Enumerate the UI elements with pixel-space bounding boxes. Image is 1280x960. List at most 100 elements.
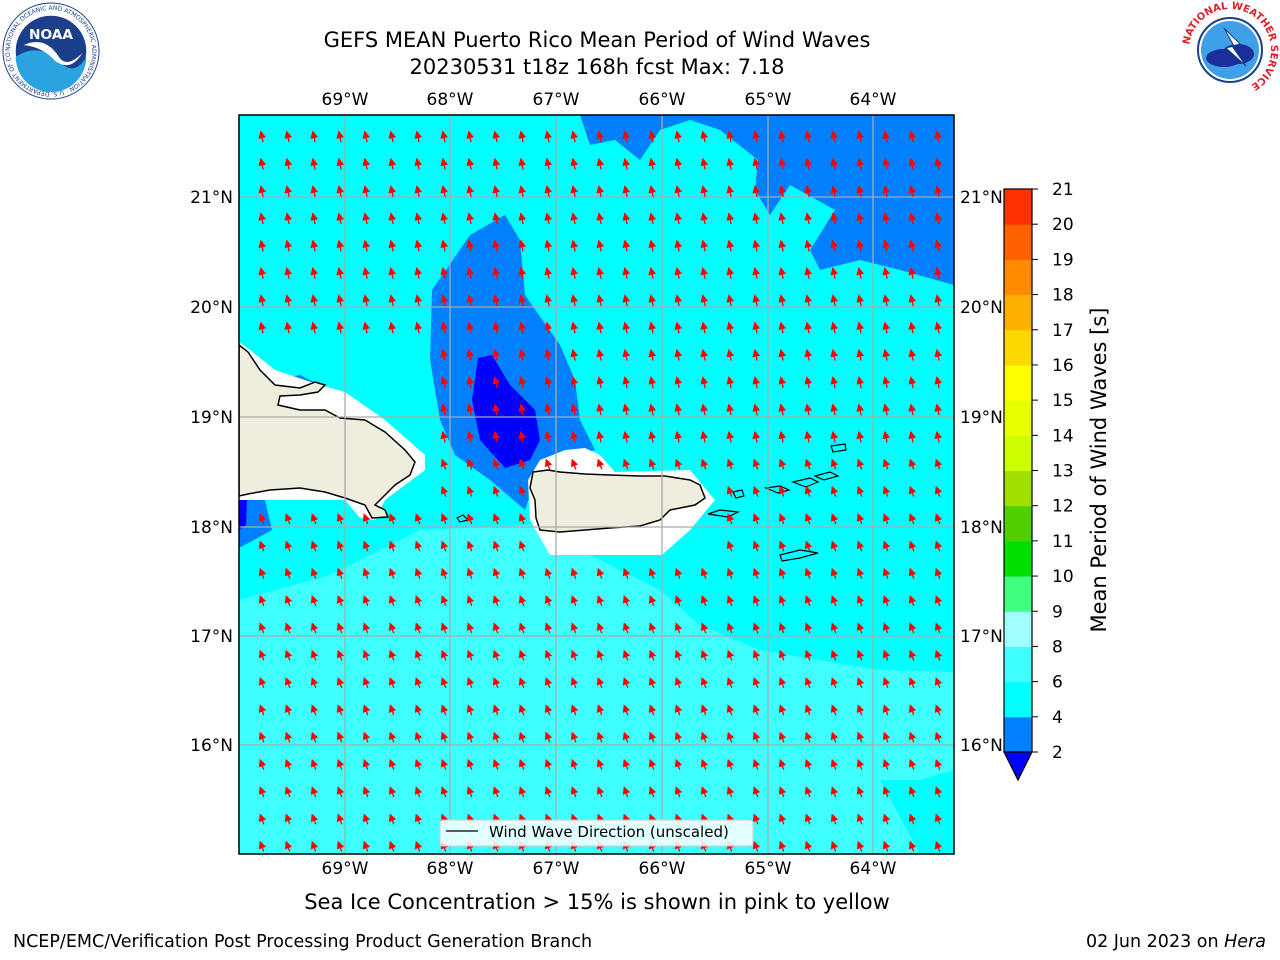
land-st-croix: [779, 549, 819, 562]
wave-arrow: [882, 239, 891, 252]
wave-arrow: [362, 813, 371, 825]
wave-arrow: [570, 130, 579, 143]
colorbar-tick-label: 2: [1052, 743, 1063, 763]
wave-arrow: [622, 239, 631, 252]
wave-arrow: [310, 649, 319, 661]
wave-arrow: [830, 430, 839, 443]
wave-arrow: [466, 513, 475, 525]
wave-arrow: [648, 130, 657, 143]
wave-arrow: [752, 185, 761, 197]
wave-arrow: [752, 294, 761, 307]
wave-arrow: [284, 758, 293, 770]
wave-arrow: [830, 731, 839, 743]
wave-arrow: [700, 622, 709, 634]
wave-arrow: [674, 185, 683, 197]
wave-arrow: [882, 430, 891, 443]
wave-arrow: [336, 622, 345, 634]
wave-arrow: [934, 649, 943, 661]
wave-arrow: [752, 239, 761, 252]
wave-arrow: [596, 786, 605, 798]
colorbar-tick-label: 15: [1052, 391, 1074, 411]
wave-arrow: [830, 540, 839, 552]
wave-arrow: [622, 458, 631, 470]
wave-arrow: [726, 294, 735, 307]
wave-arrow: [856, 430, 865, 443]
wave-arrow: [570, 649, 579, 661]
wave-arrow: [284, 567, 293, 579]
wave-arrow: [778, 540, 787, 552]
wave-arrow: [622, 376, 631, 389]
wave-arrow: [596, 430, 605, 443]
wave-arrow: [492, 458, 501, 470]
wave-arrow: [934, 513, 943, 525]
wave-arrow: [466, 430, 475, 443]
wave-arrow: [414, 649, 423, 661]
wave-arrow: [258, 622, 267, 634]
wave-arrow: [544, 239, 553, 252]
wave-arrow: [752, 622, 761, 634]
land-hispaniola: [239, 344, 416, 519]
wave-arrow: [596, 403, 605, 416]
wave-arrow: [336, 212, 345, 225]
wave-arrow: [830, 458, 839, 470]
wave-arrow: [362, 649, 371, 661]
wave-arrow: [362, 540, 371, 552]
wave-arrow: [336, 840, 345, 852]
wave-arrow: [258, 704, 267, 716]
wave-arrow: [778, 595, 787, 607]
wind-wave-arrows: [258, 130, 943, 852]
wave-arrow: [362, 157, 371, 170]
wave-arrow: [674, 458, 683, 470]
colorbar-segment: [1004, 189, 1032, 225]
wave-arrow: [544, 786, 553, 798]
wave-arrow: [648, 704, 657, 716]
wave-arrow: [622, 157, 631, 170]
wave-arrow: [258, 513, 267, 525]
wave-arrow: [934, 403, 943, 416]
wave-arrow: [908, 185, 917, 197]
wave-arrow: [726, 157, 735, 170]
wave-arrow: [388, 239, 397, 252]
wave-arrow: [804, 704, 813, 716]
wave-arrow: [804, 786, 813, 798]
wave-arrow: [752, 212, 761, 225]
wave-arrow: [778, 622, 787, 634]
wave-arrow: [856, 840, 865, 852]
wave-arrow: [726, 786, 735, 798]
lat-label-left: 18°N: [190, 518, 233, 538]
wave-arrow: [336, 758, 345, 770]
wave-arrow: [804, 403, 813, 416]
colorbar-segment: [1004, 224, 1032, 260]
colorbar-segment: [1004, 681, 1032, 718]
wave-arrow: [466, 758, 475, 770]
sea-ice-note: Sea Ice Concentration > 15% is shown in …: [304, 890, 890, 914]
wave-arrow: [648, 185, 657, 197]
wave-arrow: [492, 758, 501, 770]
wave-arrow: [492, 485, 501, 497]
wave-arrow: [934, 840, 943, 852]
colorbar-tick-label: 10: [1052, 567, 1074, 587]
wave-arrow: [674, 376, 683, 389]
wave-arrow: [726, 567, 735, 579]
wave-arrow: [934, 294, 943, 307]
wave-arrow: [622, 130, 631, 143]
wave-arrow: [674, 567, 683, 579]
wave-arrow: [518, 758, 527, 770]
wave-arrow: [648, 731, 657, 743]
wave-arrow: [778, 567, 787, 579]
wave-arrow: [492, 513, 501, 525]
wave-arrow: [934, 540, 943, 552]
wave-arrow: [830, 786, 839, 798]
wave-arrow: [752, 840, 761, 852]
wave-arrow: [570, 185, 579, 197]
wave-arrow: [258, 567, 267, 579]
wave-arrow: [622, 294, 631, 307]
wave-arrow: [310, 157, 319, 170]
wave-arrow: [284, 130, 293, 143]
wave-arrow: [544, 130, 553, 143]
footer-date: 02 Jun 2023 on Hera: [1086, 932, 1266, 952]
wave-arrow: [778, 485, 787, 497]
wave-arrow: [830, 567, 839, 579]
wave-arrow: [934, 786, 943, 798]
wave-arrow: [856, 676, 865, 689]
